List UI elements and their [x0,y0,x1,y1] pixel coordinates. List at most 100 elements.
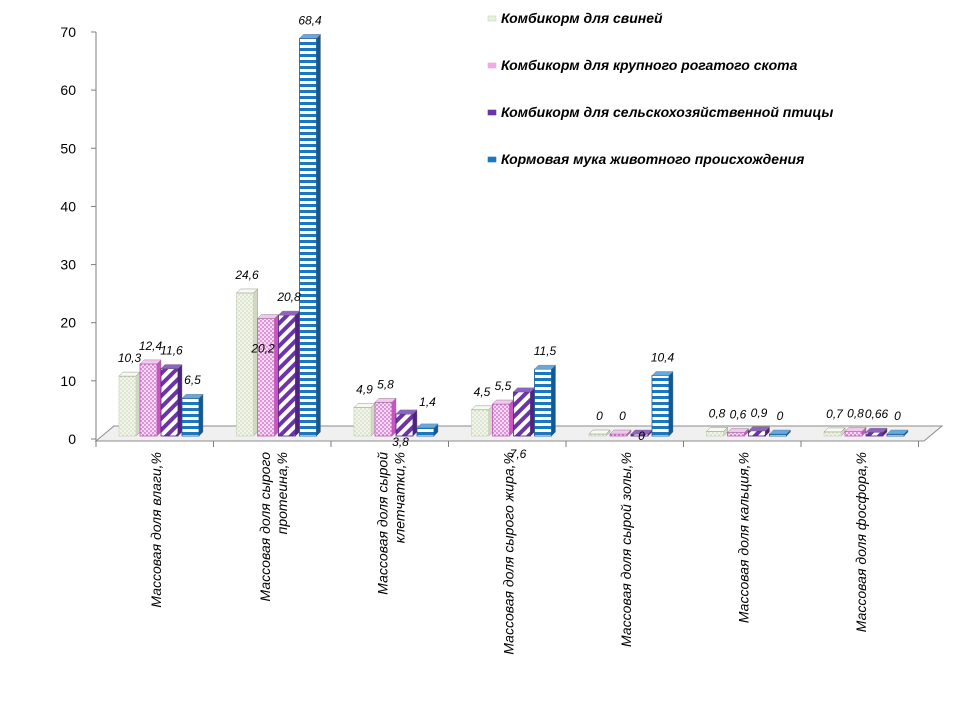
data-labels: 10,324,64,9 4,50 0,8 0,712,4 20,25,8 5,50 0,6 0… [118,13,901,461]
bar-side [156,359,162,437]
bar-side [316,33,321,437]
legend-item: Комбикорм для крупного рогатого скота [487,57,798,73]
data-label: 24,6 [234,268,259,282]
data-label: 0,8 [709,406,726,420]
data-label: 0 [777,409,784,423]
bar-side [412,409,418,437]
bar-front [769,433,787,437]
legend-label: Комбикорм для свиней [501,10,663,26]
bar [588,429,611,437]
bar-front [492,403,510,437]
bar [534,364,556,437]
bar-side [370,403,376,437]
bar-front [257,318,275,437]
bar-front [374,401,393,437]
category-label-line: протеина,% [274,452,290,534]
bar-top [651,371,674,376]
bar [416,423,439,437]
bar-front [160,368,179,437]
bar-front [513,391,531,437]
data-label: 20,2 [250,342,275,356]
bar-front [534,368,552,437]
bar [278,310,300,437]
bar [865,427,888,437]
bar [492,399,514,437]
bar-top [727,428,749,433]
y-tick-label: 40 [60,198,76,214]
bar-top [118,371,141,377]
bar-front [236,292,254,437]
bar [160,364,183,437]
bar [823,427,846,437]
axes: 0 10 20 30 40 50 60 70 [60,24,919,447]
bar-front [706,430,724,437]
data-label: 20,8 [276,290,301,304]
legend-item: Комбикорм для свиней [487,10,663,26]
bar-top [609,429,632,435]
legend-marker [487,156,497,163]
category-label: Массовая доля сырого жира,% [500,452,516,655]
bar-front [278,314,296,437]
legend-label: Кормовая мука животного происхождения [501,151,804,167]
bar [139,359,162,437]
y-tick-label: 20 [60,315,76,331]
bar-top [865,427,888,433]
bar-side [253,288,258,437]
bar-top [257,314,279,319]
bar [181,393,204,437]
data-label: 11,5 [534,344,557,358]
bar-top [416,423,439,429]
category-label: Массовая доля фосфора,% [853,452,869,632]
legend-marker [487,109,497,116]
bar-front [395,413,414,437]
data-label: 0 [894,409,901,423]
bar-top [706,427,728,432]
legend-marker [487,62,497,69]
category-label-line: Массовая доля сырой золы,% [618,452,634,647]
bar-top [513,387,535,393]
bar-front [609,433,628,437]
data-label: 6,5 [184,373,201,387]
bar-front [844,430,863,437]
data-label: 10,4 [651,351,675,365]
bars [118,33,909,437]
bar [886,429,909,437]
bar-side [509,399,514,437]
bar-side [488,405,493,437]
category-label-line: Массовая доля фосфора,% [853,452,869,632]
legend-label: Комбикорм для крупного рогатого скота [501,57,798,73]
bar [769,429,791,437]
bar-top [236,288,258,294]
category-label: Массовая доля кальция,% [735,452,751,623]
bar [374,397,397,437]
legend-marker [487,15,497,22]
y-tick-label: 70 [60,24,76,40]
data-label: 4,9 [356,383,373,397]
bar-side [668,371,674,437]
bar [609,429,632,437]
data-label: 68,4 [298,13,322,27]
data-label: 0,9 [751,406,768,420]
bar-front [727,432,745,437]
bar-front [588,433,607,437]
bar-front [181,397,200,437]
category-label-line: Массовая доля влаги,% [148,452,164,608]
bar-top [299,34,321,39]
bar [706,426,728,437]
bar-front [416,427,435,437]
bar-front [118,375,137,437]
bar-top [374,398,397,403]
bar [651,371,674,437]
legend: Комбикорм для свиней Комбикорм для крупно… [487,10,833,167]
data-label: 0,66 [865,407,889,421]
category-labels: Массовая доля влаги,% Массовая доля сырог… [148,452,869,655]
bar-top [769,429,791,435]
bar-top [823,427,846,433]
bar [257,314,279,437]
legend-item: Кормовая мука животного происхождения [487,151,804,167]
data-label: 4,5 [474,385,491,399]
category-label-line: клетчатки,% [391,452,407,543]
bar [471,405,493,437]
y-tick-label: 60 [60,82,76,98]
